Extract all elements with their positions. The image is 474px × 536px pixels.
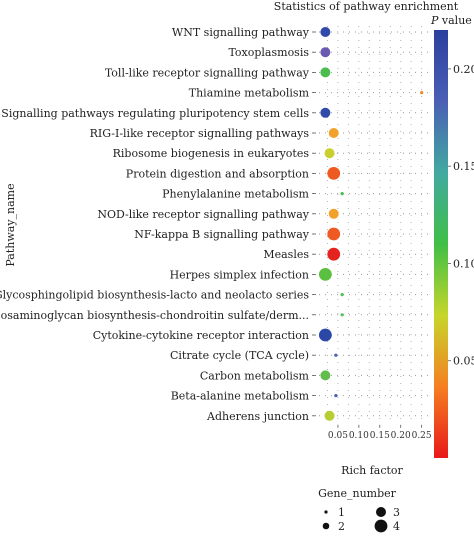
colorbar-tick-label: 0.20 (453, 63, 474, 76)
data-points (318, 27, 424, 421)
data-point (320, 27, 331, 37)
pathway-labels: WNT signalling pathway Toxoplasmosis Toll-… (0, 26, 316, 423)
data-point (318, 268, 332, 281)
data-point (340, 192, 344, 196)
pathway-label: Toll-like receptor signalling pathway (105, 66, 310, 79)
pathway-label: Phenylalanine metabolism (162, 188, 309, 201)
pathway-label: Protein digestion and absorption (126, 167, 309, 180)
y-axis-label: Pathway_name (4, 183, 17, 266)
size-legend-label: 1 (338, 506, 345, 519)
x-tick-label: 0.05 (328, 431, 348, 441)
pathway-label: Measles (263, 248, 309, 261)
x-tick-label: 0.25 (412, 431, 432, 441)
grid-dots (319, 26, 428, 422)
pathway-label: Toxoplasmosis (228, 46, 309, 59)
pathway-label: WNT signalling pathway (172, 26, 310, 39)
colorbar-tick-label: 0.05 (453, 355, 474, 368)
data-point (334, 394, 338, 398)
data-point (327, 227, 341, 241)
chart-title: Statistics of pathway enrichment (274, 0, 459, 13)
x-tick-label: 0.15 (370, 431, 390, 441)
pathway-label: RIG-I-like receptor signalling pathways (90, 127, 310, 140)
x-tick-label: 0.20 (391, 431, 411, 441)
size-legend-dot (376, 507, 386, 517)
pathway-label: NF-kappa B signalling pathway (134, 228, 310, 241)
size-legend-dot (324, 510, 328, 514)
colorbar-tick-label: 0.10 (453, 257, 474, 270)
size-legend-dot (322, 522, 330, 530)
pathway-label: Adherens junction (206, 410, 309, 423)
size-legend-label: 3 (393, 506, 400, 519)
data-point (327, 247, 341, 261)
pathway-label: Citrate cycle (TCA cycle) (170, 349, 309, 362)
data-point (340, 293, 344, 297)
pathway-label: Glycosphingolipid biosynthesis-lacto and… (0, 289, 309, 302)
x-ticks: 0.05 0.10 0.15 0.20 0.25 (328, 424, 432, 441)
data-point (320, 107, 331, 118)
pathway-label: NOD-like receptor signalling pathway (97, 208, 309, 221)
pathway-label: Glycosaminoglycan biosynthesis-chondroit… (0, 309, 309, 322)
data-point (324, 410, 335, 421)
data-point (328, 208, 339, 219)
colorbar-gradient (434, 30, 448, 458)
x-axis-label: Rich factor (341, 464, 403, 477)
data-point (327, 167, 341, 180)
pathway-label: Thiamine metabolism (189, 87, 310, 100)
data-point (334, 353, 338, 357)
data-point (320, 67, 331, 78)
data-point (328, 128, 339, 138)
data-point (320, 47, 331, 58)
colorbar-tick-label: 0.15 (453, 160, 474, 173)
x-tick-label: 0.10 (349, 431, 369, 441)
data-point (340, 313, 344, 317)
data-point (324, 148, 335, 159)
size-legend-label: 4 (393, 520, 400, 533)
size-legend-title: Gene_number (318, 487, 397, 500)
pathway-label: Herpes simplex infection (170, 268, 309, 281)
p-value-colorbar: P value 0.05 0.10 0.15 0.20 (430, 14, 474, 458)
gene-number-legend: Gene_number 12 34 (318, 487, 400, 533)
size-legend-dot (374, 519, 388, 533)
pathway-label: Ribosome biogenesis in eukaryotes (113, 147, 310, 160)
data-point (420, 91, 424, 95)
pathway-label: Beta-alanine metabolism (171, 390, 310, 403)
pathway-label: Cytokine-cytokine receptor interaction (93, 329, 309, 342)
pathway-label: Carbon metabolism (200, 369, 310, 382)
pathway-label: Signalling pathways regulating pluripote… (1, 107, 309, 120)
colorbar-title: P value (430, 14, 472, 27)
data-point (320, 370, 331, 381)
size-legend-label: 2 (338, 520, 345, 533)
data-point (318, 328, 332, 342)
